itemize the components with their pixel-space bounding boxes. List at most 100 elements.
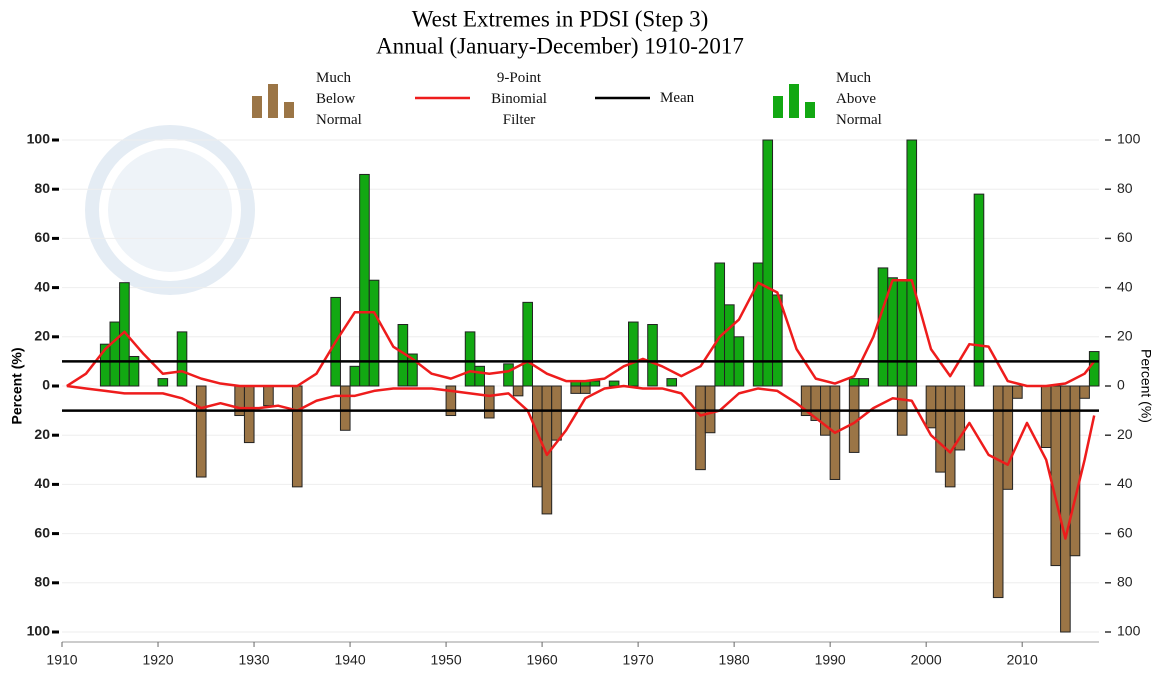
x-tick-label: 1980 bbox=[719, 652, 750, 668]
bar bbox=[608, 380, 620, 387]
bar bbox=[695, 385, 706, 471]
y2-tick-label: 40 bbox=[1117, 475, 1133, 491]
bar bbox=[128, 355, 140, 387]
bar bbox=[992, 385, 1004, 599]
bar bbox=[666, 378, 678, 387]
y2-tick-label: 0 bbox=[1117, 377, 1125, 393]
bar bbox=[291, 385, 303, 488]
bar bbox=[724, 304, 735, 387]
x-tick-label: 1920 bbox=[142, 652, 173, 668]
bar bbox=[973, 193, 985, 387]
x-tick-label: 1910 bbox=[46, 652, 77, 668]
chart-title: West Extremes in PDSI (Step 3) bbox=[412, 6, 708, 31]
legend-icon bbox=[252, 96, 262, 118]
y2-tick-label: 60 bbox=[1117, 229, 1133, 245]
bar bbox=[925, 385, 937, 429]
y-tick-label: 40 bbox=[34, 278, 50, 294]
y2-tick-label: 20 bbox=[1117, 426, 1133, 442]
x-tick-label: 1960 bbox=[527, 652, 558, 668]
y2-tick-label: 40 bbox=[1117, 278, 1133, 294]
bar bbox=[954, 385, 966, 451]
bar bbox=[762, 139, 774, 387]
y-tick-label: 60 bbox=[34, 229, 50, 245]
x-tick-label: 2000 bbox=[911, 652, 942, 668]
bar bbox=[1012, 385, 1023, 399]
bar bbox=[176, 331, 188, 387]
x-tick-label: 1990 bbox=[815, 652, 846, 668]
bar bbox=[858, 378, 870, 387]
y2-tick-label: 100 bbox=[1117, 623, 1141, 639]
bar bbox=[483, 385, 495, 419]
bar bbox=[339, 385, 351, 431]
legend-label: Mean bbox=[660, 90, 695, 106]
legend-label: Much Below Normal bbox=[316, 70, 362, 128]
y-axis-label: Percent (%) bbox=[9, 347, 25, 424]
bar bbox=[580, 385, 591, 394]
filter-line bbox=[66, 278, 1096, 388]
bar bbox=[407, 353, 418, 387]
y-tick-label: 100 bbox=[27, 623, 51, 639]
x-tick-label: 1930 bbox=[238, 652, 269, 668]
bar bbox=[647, 324, 658, 387]
legend-icon bbox=[789, 84, 799, 118]
bar bbox=[445, 385, 457, 417]
bar bbox=[877, 267, 889, 387]
y-tick-label: 60 bbox=[34, 524, 50, 540]
bar bbox=[243, 385, 255, 444]
y-tick-label: 100 bbox=[27, 131, 51, 147]
bar bbox=[531, 385, 543, 488]
bar bbox=[1079, 385, 1090, 399]
bar bbox=[263, 385, 274, 407]
bar bbox=[551, 385, 562, 441]
bar bbox=[935, 385, 946, 473]
legend-icon bbox=[805, 102, 815, 118]
bar bbox=[628, 321, 639, 387]
bar bbox=[1088, 351, 1100, 387]
bar bbox=[1069, 385, 1081, 557]
bar bbox=[589, 380, 601, 387]
y2-tick-label: 20 bbox=[1117, 328, 1133, 344]
bar bbox=[503, 363, 514, 387]
bar bbox=[368, 279, 380, 387]
bar bbox=[848, 378, 860, 387]
bar bbox=[195, 385, 207, 478]
y-tick-label: 20 bbox=[34, 328, 50, 344]
filter-line bbox=[66, 384, 1096, 540]
y2-tick-label: 80 bbox=[1117, 180, 1133, 196]
legend-icon bbox=[268, 84, 278, 118]
x-tick-label: 2010 bbox=[1007, 652, 1038, 668]
bar bbox=[570, 385, 581, 394]
x-tick-label: 1950 bbox=[430, 652, 461, 668]
bar bbox=[522, 301, 533, 387]
y2-tick-label: 80 bbox=[1117, 574, 1133, 590]
bar bbox=[944, 385, 956, 488]
chart-subtitle: Annual (January-December) 1910-2017 bbox=[376, 33, 744, 58]
y2-axis-label: Percent (%) bbox=[1138, 349, 1154, 423]
y-tick-label: 80 bbox=[34, 574, 50, 590]
legend-label: Much Above Normal bbox=[836, 70, 882, 128]
y2-tick-label: 100 bbox=[1117, 131, 1141, 147]
y2-tick-label: 60 bbox=[1117, 524, 1133, 540]
bar bbox=[349, 365, 361, 387]
x-tick-label: 1940 bbox=[334, 652, 365, 668]
x-tick-label: 1970 bbox=[623, 652, 654, 668]
bar bbox=[772, 294, 783, 387]
legend-icon bbox=[284, 102, 294, 118]
bar bbox=[157, 378, 169, 387]
watermark bbox=[108, 148, 232, 272]
y-tick-label: 80 bbox=[34, 180, 50, 196]
bar bbox=[512, 385, 524, 397]
bar bbox=[896, 279, 908, 387]
bar bbox=[109, 321, 121, 387]
bar bbox=[359, 173, 370, 387]
bar bbox=[1040, 385, 1052, 448]
bar bbox=[1060, 385, 1071, 633]
bar bbox=[906, 139, 918, 387]
bar bbox=[714, 262, 726, 387]
y-tick-label: 40 bbox=[34, 475, 50, 491]
legend-icon bbox=[773, 96, 783, 118]
y-tick-label: 20 bbox=[34, 426, 50, 442]
bar bbox=[1050, 385, 1062, 567]
